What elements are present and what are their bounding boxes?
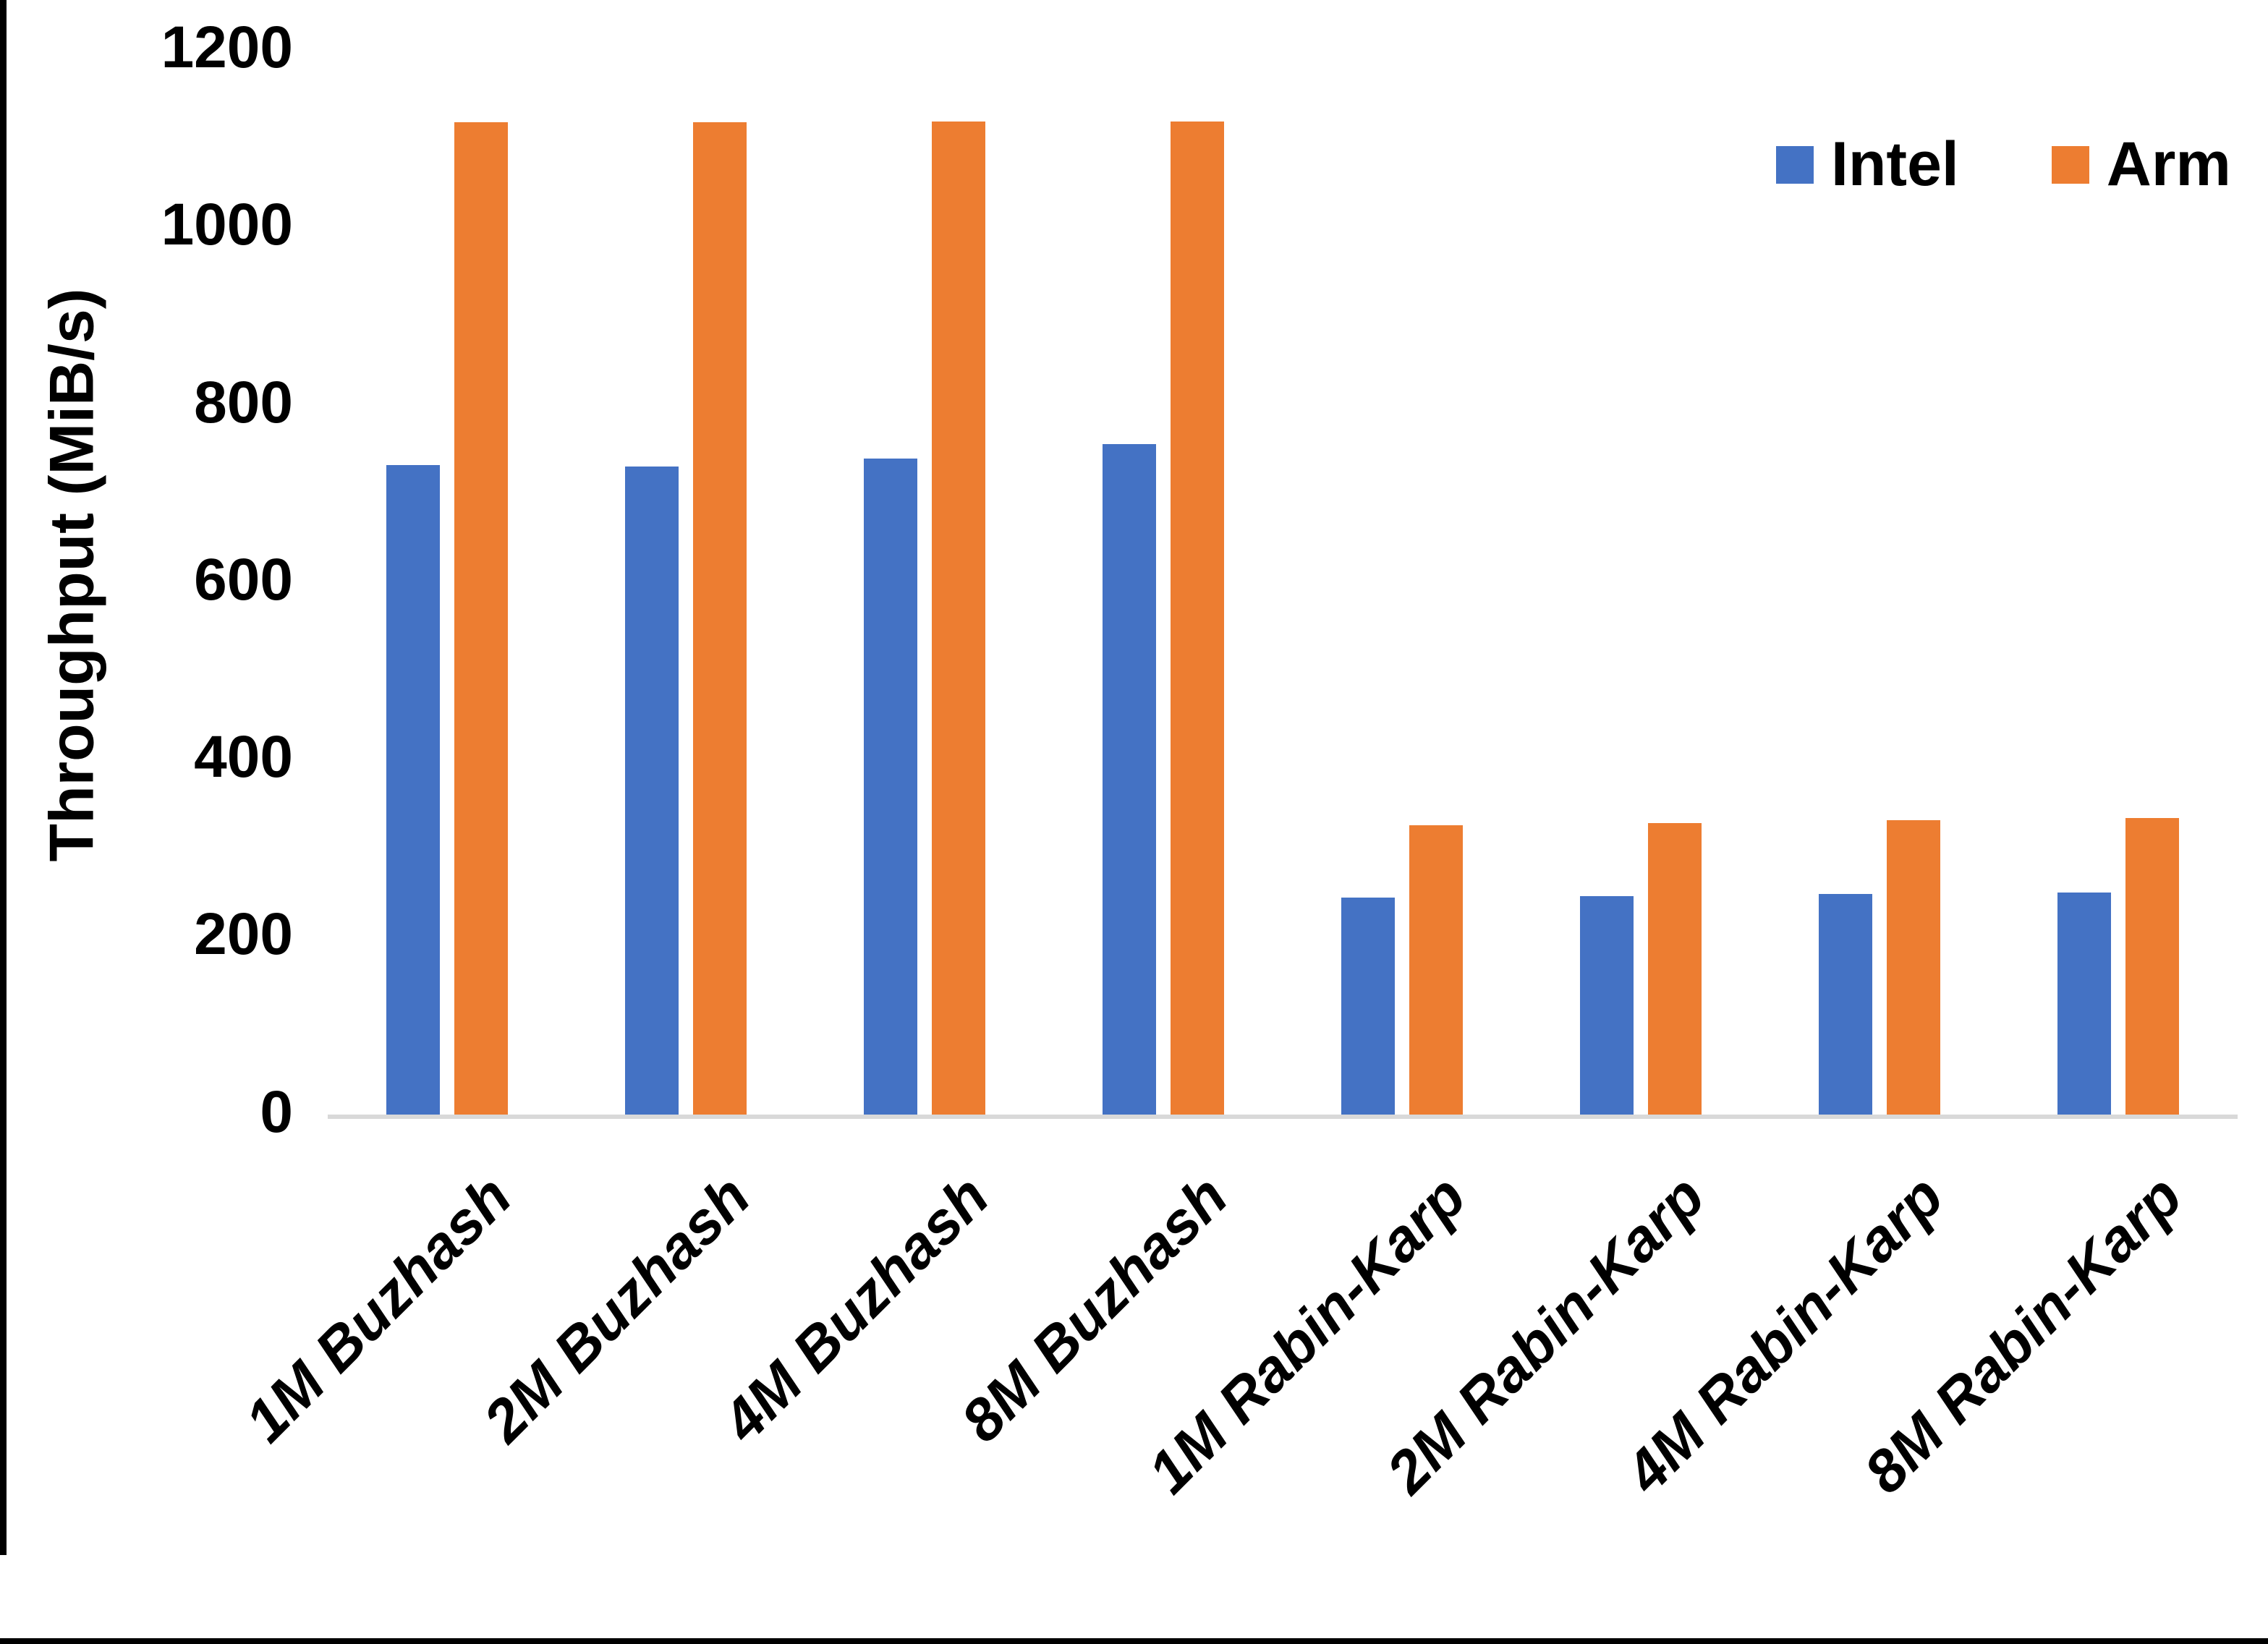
bar-intel-1 bbox=[386, 465, 440, 1115]
page-edge-bottom bbox=[0, 1638, 2268, 1644]
y-tick-label: 400 bbox=[194, 724, 293, 791]
bar-intel-7 bbox=[1819, 893, 1872, 1115]
legend-label-arm: Arm bbox=[2106, 129, 2231, 199]
legend-label-intel: Intel bbox=[1831, 129, 1959, 199]
x-axis-line bbox=[328, 1115, 2238, 1119]
bar-arm-6 bbox=[1648, 822, 1702, 1115]
bar-arm-8 bbox=[2125, 818, 2179, 1115]
bar-arm-4 bbox=[1171, 121, 1224, 1115]
page-edge-left bbox=[0, 0, 7, 1555]
bar-intel-2 bbox=[625, 466, 679, 1115]
y-tick-label: 200 bbox=[194, 901, 293, 968]
y-tick-label: 1000 bbox=[161, 192, 293, 258]
bar-intel-6 bbox=[1580, 896, 1634, 1115]
bar-intel-4 bbox=[1103, 443, 1156, 1115]
y-tick-label: 600 bbox=[194, 546, 293, 613]
bar-arm-2 bbox=[693, 122, 747, 1115]
y-tick-label: 0 bbox=[260, 1078, 293, 1145]
bar-arm-1 bbox=[454, 122, 508, 1115]
legend-item-intel: Intel bbox=[1776, 129, 1959, 200]
bar-intel-3 bbox=[864, 458, 917, 1115]
bar-intel-5 bbox=[1341, 897, 1395, 1115]
y-tick-label: 1200 bbox=[161, 14, 293, 81]
y-tick-label: 800 bbox=[194, 369, 293, 435]
legend-swatch-intel bbox=[1776, 145, 1814, 184]
bar-intel-8 bbox=[2057, 893, 2111, 1115]
legend-swatch-arm bbox=[2051, 145, 2089, 184]
legend-item-arm: Arm bbox=[2051, 129, 2231, 200]
bar-arm-3 bbox=[932, 121, 985, 1115]
legend: Intel Arm bbox=[1776, 129, 2231, 200]
bar-arm-7 bbox=[1887, 819, 1940, 1115]
bar-arm-5 bbox=[1409, 825, 1463, 1115]
